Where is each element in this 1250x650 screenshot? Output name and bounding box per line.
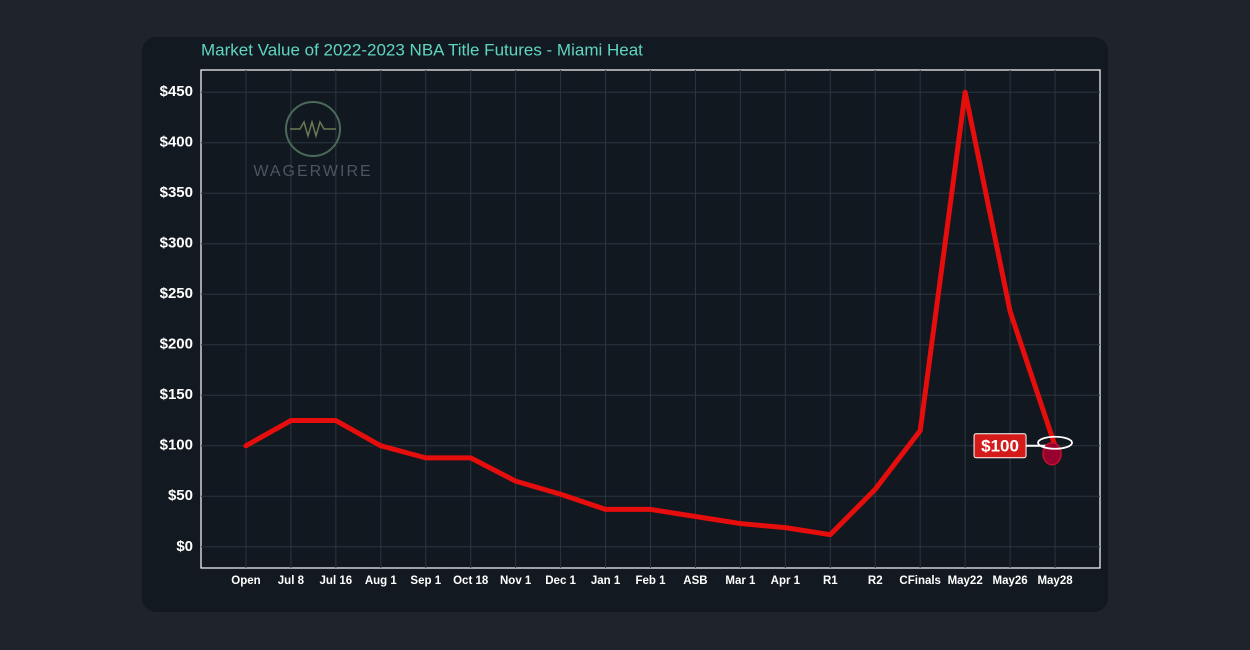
chart-title: Market Value of 2022-2023 NBA Title Futu…: [201, 40, 643, 59]
watermark: WAGERWIRE: [253, 163, 372, 180]
y-tick-label: $150: [160, 386, 193, 403]
x-tick-label: Jul 16: [320, 575, 353, 587]
x-tick-label: Jul 8: [278, 575, 305, 587]
y-tick-label: $200: [160, 336, 193, 353]
x-tick-label: Sep 1: [410, 575, 441, 587]
x-tick-label: Open: [231, 575, 260, 587]
x-tick-label: R1: [823, 575, 838, 587]
x-tick-label: May22: [948, 575, 983, 587]
marks: $100: [243, 89, 1073, 538]
y-tick-label: $100: [160, 437, 193, 454]
x-tick-label: May26: [993, 575, 1028, 587]
x-tick-label: Aug 1: [365, 575, 398, 587]
y-tick-label: $400: [160, 134, 193, 151]
y-tick-label: $250: [160, 285, 193, 302]
x-tick-label: Apr 1: [771, 575, 801, 587]
y-tick-label: $350: [160, 184, 193, 201]
x-tick-label: ASB: [683, 575, 707, 587]
team-logo-ring: [1037, 435, 1073, 450]
y-tick-label: $50: [168, 487, 193, 504]
x-tick-label: Feb 1: [635, 575, 666, 587]
watermark-logo: [285, 101, 341, 157]
x-tick-label: Dec 1: [545, 575, 576, 587]
team-logo: [1042, 442, 1062, 466]
value-label: $100: [981, 436, 1019, 455]
x-tick-label: Jan 1: [591, 575, 621, 587]
series-line: [243, 89, 1058, 538]
value-label-box: [973, 433, 1027, 459]
x-tick-label: R2: [868, 575, 883, 587]
x-tick-label: CFinals: [899, 575, 941, 587]
y-tick-label: $300: [160, 235, 193, 252]
x-tick-label: Mar 1: [725, 575, 756, 587]
y-tick-label: $450: [160, 83, 193, 100]
x-tick-label: May28: [1037, 575, 1073, 587]
y-tick-label: $0: [176, 538, 193, 555]
x-tick-label: Oct 18: [453, 575, 489, 587]
x-tick-label: Nov 1: [500, 575, 532, 587]
